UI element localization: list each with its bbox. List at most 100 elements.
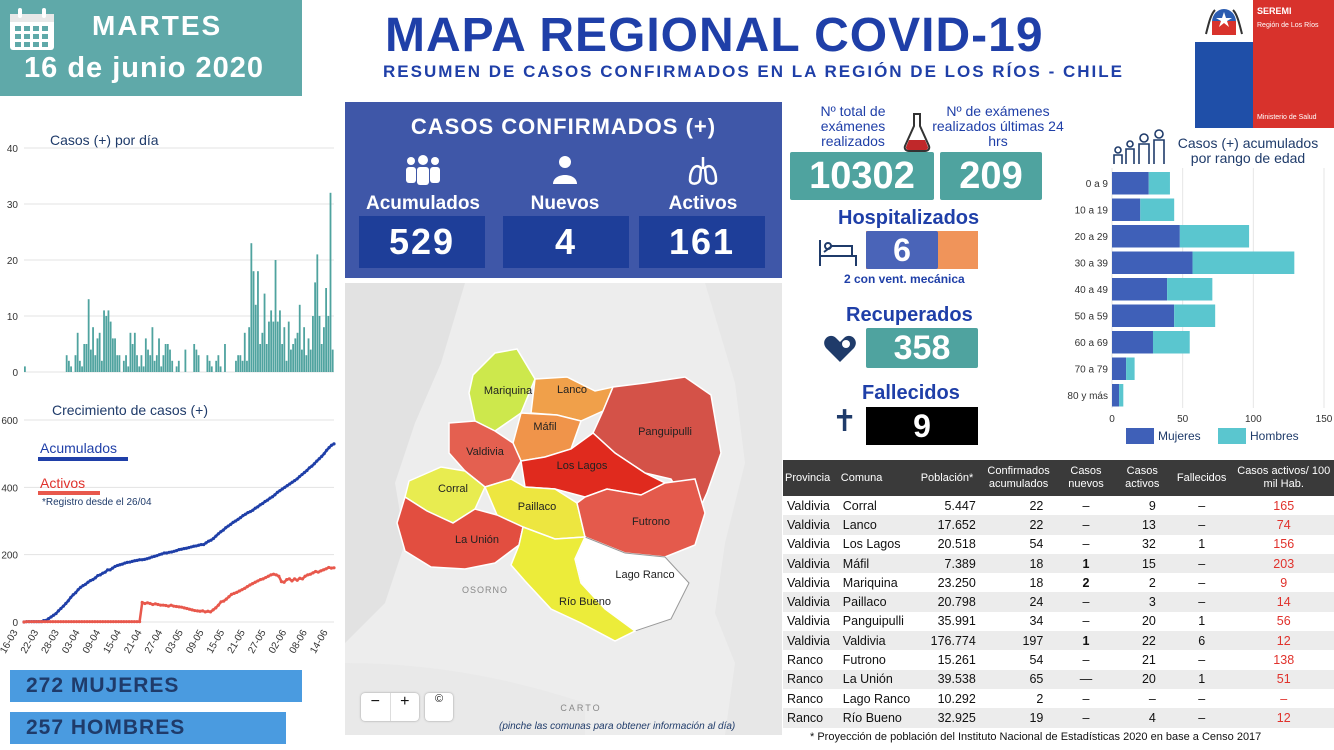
series-point	[56, 620, 60, 624]
series-point	[278, 489, 282, 493]
th-nuevos: Casos nuevos	[1057, 460, 1115, 496]
cell-confirmados: 22	[979, 496, 1058, 516]
cell-activos: 32	[1114, 534, 1170, 554]
daily-bar	[217, 355, 220, 372]
category-label: 40 a 49	[1075, 285, 1109, 296]
bar-mujeres	[1112, 384, 1120, 407]
series-point	[59, 620, 63, 624]
daily-bar	[298, 304, 301, 372]
series-point	[320, 454, 324, 458]
series-point	[224, 526, 228, 530]
cell-nuevos: 1	[1057, 631, 1115, 651]
logo-line2: Región de Los Ríos	[1257, 22, 1319, 29]
daily-bar	[98, 332, 101, 372]
th-poblacion: Población*	[914, 460, 980, 496]
cell-poblacion: 20.798	[914, 592, 980, 612]
cell-nuevos: –	[1057, 592, 1115, 612]
daily-bar	[250, 243, 253, 372]
daily-bar	[261, 332, 264, 372]
cell-activos-100mil: 12	[1233, 631, 1334, 651]
series-point	[258, 577, 263, 582]
series-point	[195, 609, 199, 613]
x-tick-label: 28-03	[40, 628, 63, 656]
series-point	[305, 468, 309, 473]
series-point	[266, 574, 270, 578]
comuna-valdivia[interactable]	[448, 420, 522, 488]
series-point	[148, 601, 152, 606]
daily-bar	[309, 349, 312, 372]
series-point	[192, 544, 196, 548]
series-point	[145, 557, 149, 561]
series-point	[312, 462, 316, 466]
cell-activos-100mil: 12	[1233, 708, 1334, 728]
y-tick-label: 20	[7, 256, 19, 267]
daily-bar	[206, 355, 209, 372]
bar-mujeres	[1112, 357, 1127, 380]
cell-activos: 20	[1114, 611, 1170, 632]
daily-bar	[149, 355, 152, 372]
cell-confirmados: 34	[979, 611, 1058, 632]
series-point	[71, 593, 75, 597]
daily-bar	[127, 366, 130, 372]
cell-activos-100mil: 14	[1233, 592, 1334, 612]
series-point	[54, 611, 58, 616]
region-map[interactable]: Mariquina Lanco Máfil Panguipulli Valdiv…	[345, 283, 782, 735]
series-point	[118, 563, 122, 567]
series-point	[114, 620, 118, 624]
registry-note: *Registro desde el 26/04	[42, 497, 152, 508]
daily-bar	[257, 271, 259, 372]
daily-bar	[70, 366, 72, 372]
y-tick-label: 600	[1, 416, 18, 427]
zoom-in-button[interactable]: +	[400, 693, 410, 710]
person-icon	[553, 156, 577, 184]
series-point	[303, 574, 307, 578]
women-count: 272 MUJERES	[10, 670, 302, 702]
deaths-label: Fallecidos	[862, 382, 960, 404]
series-point	[295, 578, 299, 582]
cell-poblacion: 39.538	[914, 669, 980, 689]
attribution-button[interactable]: ©	[425, 693, 453, 721]
cell-provincia: Valdivia	[783, 534, 839, 554]
series-line-acumulados	[23, 442, 335, 624]
th-provincia: Provincia	[783, 460, 839, 496]
series-point	[27, 620, 31, 624]
series-point	[110, 566, 115, 570]
x-tick-label: 09-04	[81, 628, 104, 656]
bar-mujeres	[1112, 251, 1193, 274]
series-point	[198, 609, 202, 613]
zoom-out-button[interactable]: −	[361, 693, 391, 721]
comuna-rio-bueno[interactable]	[510, 525, 637, 642]
series-point	[321, 568, 326, 572]
series-point	[269, 573, 273, 577]
daily-bar	[177, 360, 180, 372]
series-point	[101, 620, 105, 624]
series-point	[232, 591, 236, 595]
category-label: 10 a 19	[1075, 206, 1109, 217]
logo-red-band: SEREMI Región de Los Ríos Ministerio de …	[1253, 0, 1334, 128]
series-point	[231, 520, 235, 524]
label-mariquina: Mariquina	[484, 385, 533, 397]
series-point	[48, 620, 52, 624]
daily-bar	[210, 366, 213, 372]
label-los-lagos: Los Lagos	[557, 460, 608, 472]
daily-bar	[270, 310, 273, 372]
bar-hombres	[1167, 278, 1213, 301]
series-point	[115, 563, 120, 568]
series-point	[324, 567, 328, 571]
activos-column: Activos	[633, 154, 773, 215]
table-row: Valdivia Corral 5.447 22–9–165	[783, 496, 1334, 516]
x-tick-label: 150	[1316, 414, 1333, 425]
series-point	[241, 514, 245, 518]
series-point	[125, 560, 129, 565]
series-point	[61, 620, 66, 624]
map-canvas: Mariquina Lanco Máfil Panguipulli Valdiv…	[345, 283, 782, 735]
series-point	[93, 620, 97, 624]
daily-bar	[160, 366, 163, 372]
category-label: 0 a 9	[1086, 179, 1109, 190]
cell-provincia: Valdivia	[783, 631, 839, 651]
cell-activos: 9	[1114, 496, 1170, 516]
commune-table: Provincia Comuna Población* Confirmados …	[783, 460, 1334, 728]
series-point	[109, 620, 113, 624]
zoom-controls: − +	[361, 693, 419, 721]
bar-mujeres	[1112, 278, 1168, 301]
